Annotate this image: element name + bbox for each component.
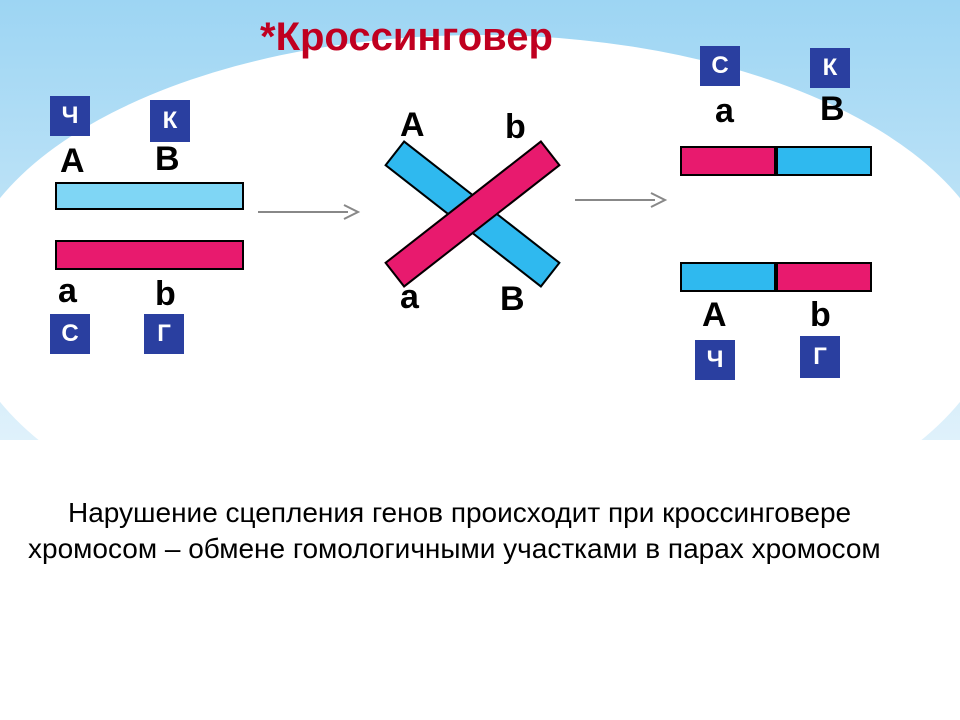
tag-left-top-right: К	[150, 100, 190, 142]
left-bottom-bar	[55, 240, 244, 270]
caption-text: Нарушение сцепления генов происходит при…	[28, 495, 908, 568]
page-title: *Кроссинговер	[260, 15, 553, 60]
tag-right-bot-right: Г	[800, 336, 840, 378]
label-right-A: А	[702, 296, 727, 335]
label-left-A: А	[60, 142, 85, 181]
tag-right-top-right: К	[810, 48, 850, 88]
tag-right-top-left: С	[700, 46, 740, 86]
right-top-right-bar	[776, 146, 872, 176]
tag-label: Ч	[707, 346, 724, 374]
label-left-B: В	[155, 140, 180, 179]
tag-label: С	[711, 52, 728, 80]
label-left-a: а	[58, 272, 77, 311]
tag-label: Ч	[62, 102, 79, 130]
right-bot-right-bar	[776, 262, 872, 292]
tag-label: Г	[813, 343, 827, 371]
tag-label: С	[61, 320, 78, 348]
label-right-B: В	[820, 90, 845, 129]
tag-left-bot-left: С	[50, 314, 90, 354]
right-bot-left-bar	[680, 262, 776, 292]
tag-left-bot-right: Г	[144, 314, 184, 354]
right-top-left-bar	[680, 146, 776, 176]
title-text: Кроссинговер	[276, 15, 553, 59]
label-left-b: b	[155, 275, 176, 314]
label-center-B: В	[500, 280, 525, 319]
label-right-a: а	[715, 92, 734, 131]
label-right-b: b	[810, 296, 831, 335]
title-asterisk: *	[260, 15, 276, 59]
left-top-bar	[55, 182, 244, 210]
tag-left-top-left: Ч	[50, 96, 90, 136]
label-center-b: b	[505, 108, 526, 147]
tag-label: К	[163, 107, 178, 135]
tag-label: Г	[157, 320, 171, 348]
tag-right-bot-left: Ч	[695, 340, 735, 380]
tag-label: К	[823, 54, 838, 82]
